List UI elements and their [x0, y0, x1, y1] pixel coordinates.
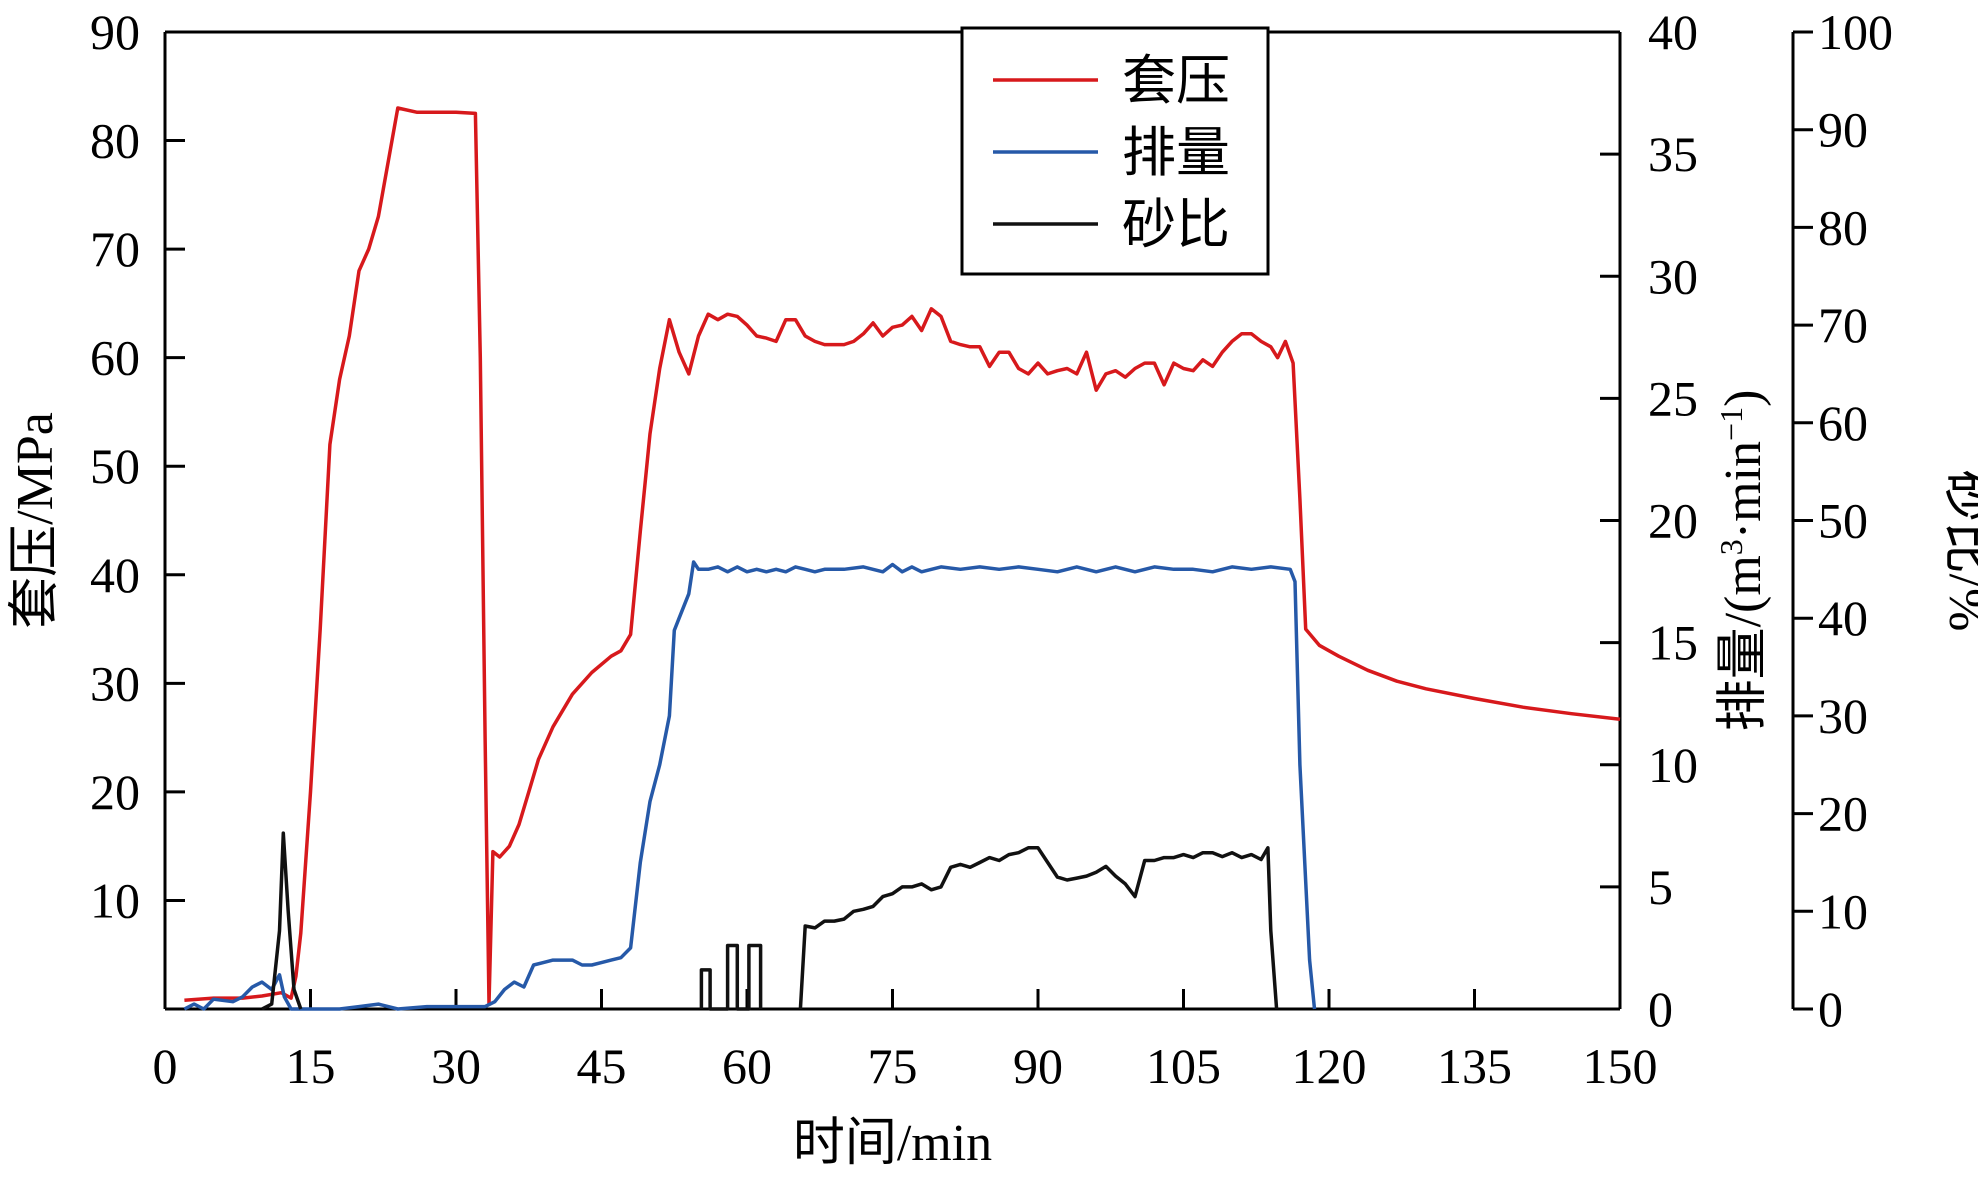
x-tick-label-45: 45	[577, 1038, 627, 1094]
left-tick-label-40: 40	[90, 547, 140, 603]
left-tick-label-90: 90	[90, 4, 140, 60]
right2-tick-label-20: 20	[1818, 786, 1868, 842]
right1-tick-label-5: 5	[1648, 859, 1673, 915]
right1-tick-label-30: 30	[1648, 248, 1698, 304]
right2-tick-label-70: 70	[1818, 297, 1868, 353]
right2-tick-label-0: 0	[1818, 981, 1843, 1037]
x-tick-label-90: 90	[1013, 1038, 1063, 1094]
legend-label-sand-ratio: 砂比	[1122, 195, 1230, 255]
left-y-axis-title: 套压/MPa	[7, 412, 64, 629]
x-tick-label-150: 150	[1583, 1038, 1658, 1094]
x-axis-title: 时间/min	[793, 1115, 992, 1172]
right1-tick-label-0: 0	[1648, 981, 1673, 1037]
legend: 套压 排量 砂比	[960, 26, 1270, 276]
right1-tick-label-20: 20	[1648, 493, 1698, 549]
series-line-3	[699, 943, 763, 1011]
right1-tick-label-25: 25	[1648, 370, 1698, 426]
right1-y-axis-title: 排量/(m3·min−1)	[1713, 390, 1772, 732]
right1-tick-label-35: 35	[1648, 126, 1698, 182]
right1-tick-label-40: 40	[1648, 4, 1698, 60]
legend-label-displacement: 排量	[1122, 123, 1230, 183]
x-tick-label-135: 135	[1437, 1038, 1512, 1094]
left-tick-label-50: 50	[90, 438, 140, 494]
right2-y-axis-title: 砂比/%	[1938, 470, 1978, 632]
right2-tick-label-80: 80	[1818, 199, 1868, 255]
x-tick-label-75: 75	[868, 1038, 918, 1094]
left-tick-label-70: 70	[90, 221, 140, 277]
series-line-1	[183, 560, 1317, 1011]
right2-tick-label-10: 10	[1818, 883, 1868, 939]
x-tick-label-30: 30	[431, 1038, 481, 1094]
x-tick-label-0: 0	[153, 1038, 178, 1094]
right1-tick-label-10: 10	[1648, 737, 1698, 793]
x-tick-label-105: 105	[1146, 1038, 1221, 1094]
right2-tick-label-90: 90	[1818, 102, 1868, 158]
left-tick-label-30: 30	[90, 655, 140, 711]
x-tick-label-15: 15	[286, 1038, 336, 1094]
right2-tick-label-60: 60	[1818, 395, 1868, 451]
right2-tick-label-30: 30	[1818, 688, 1868, 744]
left-tick-label-80: 80	[90, 113, 140, 169]
x-tick-label-60: 60	[722, 1038, 772, 1094]
left-tick-label-10: 10	[90, 872, 140, 928]
left-tick-label-60: 60	[90, 330, 140, 386]
legend-label-casing-pressure: 套压	[1122, 51, 1230, 111]
right1-tick-label-15: 15	[1648, 615, 1698, 671]
series-layer	[183, 106, 1621, 1011]
left-tick-label-20: 20	[90, 764, 140, 820]
right2-tick-label-100: 100	[1818, 4, 1893, 60]
right2-tick-label-40: 40	[1818, 590, 1868, 646]
series-line-0	[184, 106, 1621, 1006]
x-tick-label-120: 120	[1292, 1038, 1367, 1094]
axes: 0 15 30 45 60 75 90 105 120 135 150102030405060708…	[90, 4, 1893, 1094]
series-line-2	[261, 831, 303, 1011]
right2-tick-label-50: 50	[1818, 493, 1868, 549]
series-line-4	[798, 846, 1279, 1010]
